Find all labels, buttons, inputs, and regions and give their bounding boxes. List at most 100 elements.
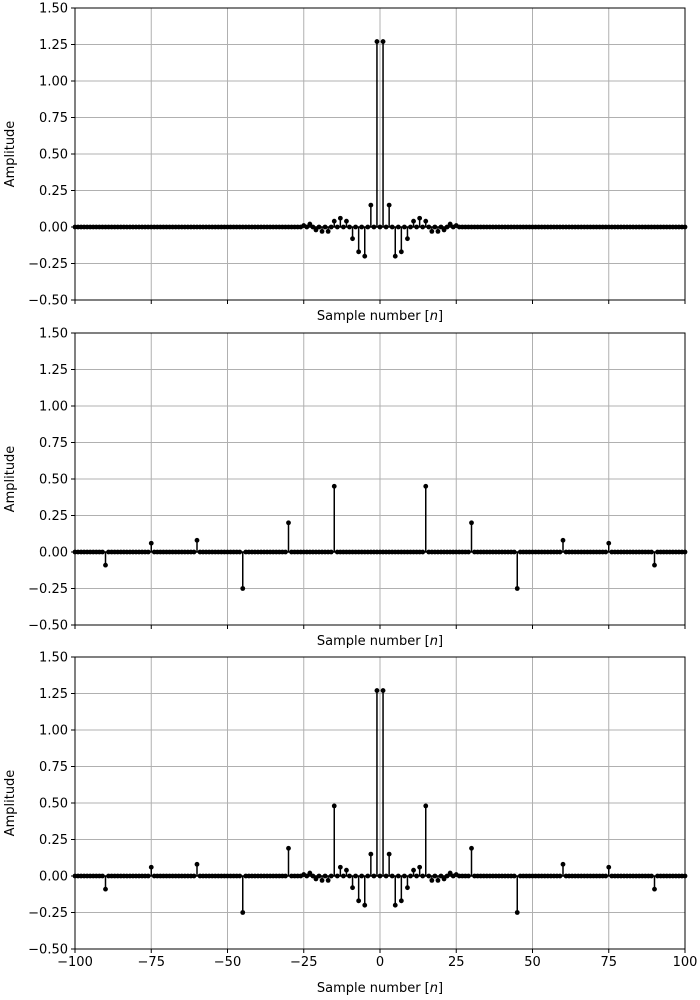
- stem-marker: [405, 885, 410, 891]
- stem-marker: [511, 873, 517, 879]
- stem-marker: [411, 218, 416, 224]
- stem-marker: [649, 549, 654, 555]
- y-tick-label: 1.50: [39, 2, 68, 17]
- stem-marker: [286, 845, 291, 851]
- stem-marker: [408, 873, 413, 879]
- stem-marker: [145, 549, 151, 555]
- stem-marker: [359, 873, 365, 879]
- stem-marker: [386, 851, 392, 857]
- stem-marker: [359, 224, 365, 230]
- stem-marker: [350, 236, 355, 242]
- x-tick-label: −25: [290, 955, 317, 970]
- stem-marker: [237, 549, 243, 555]
- y-axis-label: Amplitude: [3, 121, 18, 188]
- stem-marker: [432, 224, 438, 230]
- stem-marker: [334, 224, 340, 230]
- stem-marker: [438, 873, 444, 879]
- stem-marker: [429, 877, 435, 883]
- stem-marker: [557, 549, 563, 555]
- stem-marker: [383, 224, 389, 230]
- stem-marker: [649, 873, 654, 879]
- x-tick-label: 50: [524, 955, 541, 970]
- stem-marker: [103, 562, 108, 568]
- y-tick-label: −0.25: [28, 906, 68, 921]
- stem-marker: [402, 224, 407, 230]
- stem-marker: [347, 873, 352, 879]
- y-tick-label: 1.50: [39, 327, 68, 342]
- chart-panel-2: −0.50 −0.25 0.00 0.25 0.50 0.75 1.00 1.25 1.50 Sa…: [3, 327, 688, 649]
- stem-marker: [356, 898, 362, 904]
- stem-marker: [557, 873, 563, 879]
- stem-marker: [100, 873, 105, 879]
- stem-marker: [652, 562, 657, 568]
- stem-marker: [389, 873, 395, 879]
- stem-marker: [603, 549, 609, 555]
- stem-marker: [444, 224, 450, 230]
- x-tick-label: 75: [600, 955, 617, 970]
- stem-marker: [514, 910, 520, 915]
- x-axis-label: Sample number [n]: [317, 309, 443, 324]
- stem-marker: [435, 877, 441, 883]
- stem-marker: [304, 873, 310, 879]
- stem-marker: [362, 253, 368, 259]
- stem-marker: [344, 218, 349, 224]
- stem-marker: [331, 218, 337, 224]
- stem-marker: [392, 902, 398, 908]
- stem-marker: [304, 224, 310, 230]
- stem-marker: [240, 586, 246, 591]
- stem-marker: [469, 520, 474, 526]
- stem-marker: [283, 873, 288, 879]
- stem-marker: [344, 867, 349, 873]
- stem-marker: [652, 886, 657, 892]
- stem-marker: [466, 549, 471, 555]
- y-tick-label: 1.25: [39, 38, 68, 53]
- stem-marker: [316, 224, 322, 230]
- x-tick-label: 25: [448, 955, 465, 970]
- x-tick-label: 100: [673, 955, 698, 970]
- stem-marker: [191, 873, 197, 879]
- stem-marker: [405, 236, 410, 242]
- stem-marker: [414, 873, 419, 879]
- stem-marker: [514, 586, 520, 591]
- stem-marker: [469, 845, 474, 851]
- stem-marker: [322, 224, 328, 230]
- stem-marker: [310, 873, 316, 879]
- y-tick-label: 0.75: [39, 436, 68, 451]
- y-tick-label: 0.75: [39, 111, 68, 126]
- stem-marker: [383, 873, 389, 879]
- stem-marker: [353, 224, 358, 230]
- y-tick-label: −0.50: [28, 294, 68, 309]
- stem-marker: [438, 224, 444, 230]
- stem-marker: [313, 227, 319, 233]
- stem-marker: [322, 873, 328, 879]
- stem-marker: [337, 215, 343, 221]
- stem-marker: [365, 873, 371, 879]
- stem-marker: [420, 549, 426, 555]
- stem-marker: [337, 864, 343, 870]
- stem-marker: [194, 861, 200, 867]
- stem-marker: [423, 218, 429, 224]
- stem-marker: [441, 876, 447, 882]
- y-tick-label: 1.00: [39, 75, 68, 90]
- stem-marker: [316, 873, 322, 879]
- y-axis-label: Amplitude: [3, 446, 18, 513]
- stem-marker: [307, 221, 313, 227]
- stem-marker: [331, 483, 337, 489]
- stem-marker: [560, 537, 566, 543]
- y-tick-label: 0.75: [39, 760, 68, 775]
- stem-marker: [386, 202, 392, 208]
- stem-marker: [420, 873, 426, 879]
- stem-marker: [310, 224, 316, 230]
- stem-marker: [432, 873, 438, 879]
- stem-marker: [350, 885, 355, 891]
- stem-marker: [377, 224, 383, 230]
- y-tick-label: 1.25: [39, 363, 68, 378]
- stem-marker: [606, 540, 612, 546]
- stem-marker: [325, 228, 331, 234]
- stem-marker: [356, 249, 362, 255]
- stem-marker: [283, 549, 288, 555]
- y-tick-label: 0.00: [39, 221, 68, 236]
- stem-marker: [341, 224, 346, 230]
- stem-marker: [411, 867, 416, 873]
